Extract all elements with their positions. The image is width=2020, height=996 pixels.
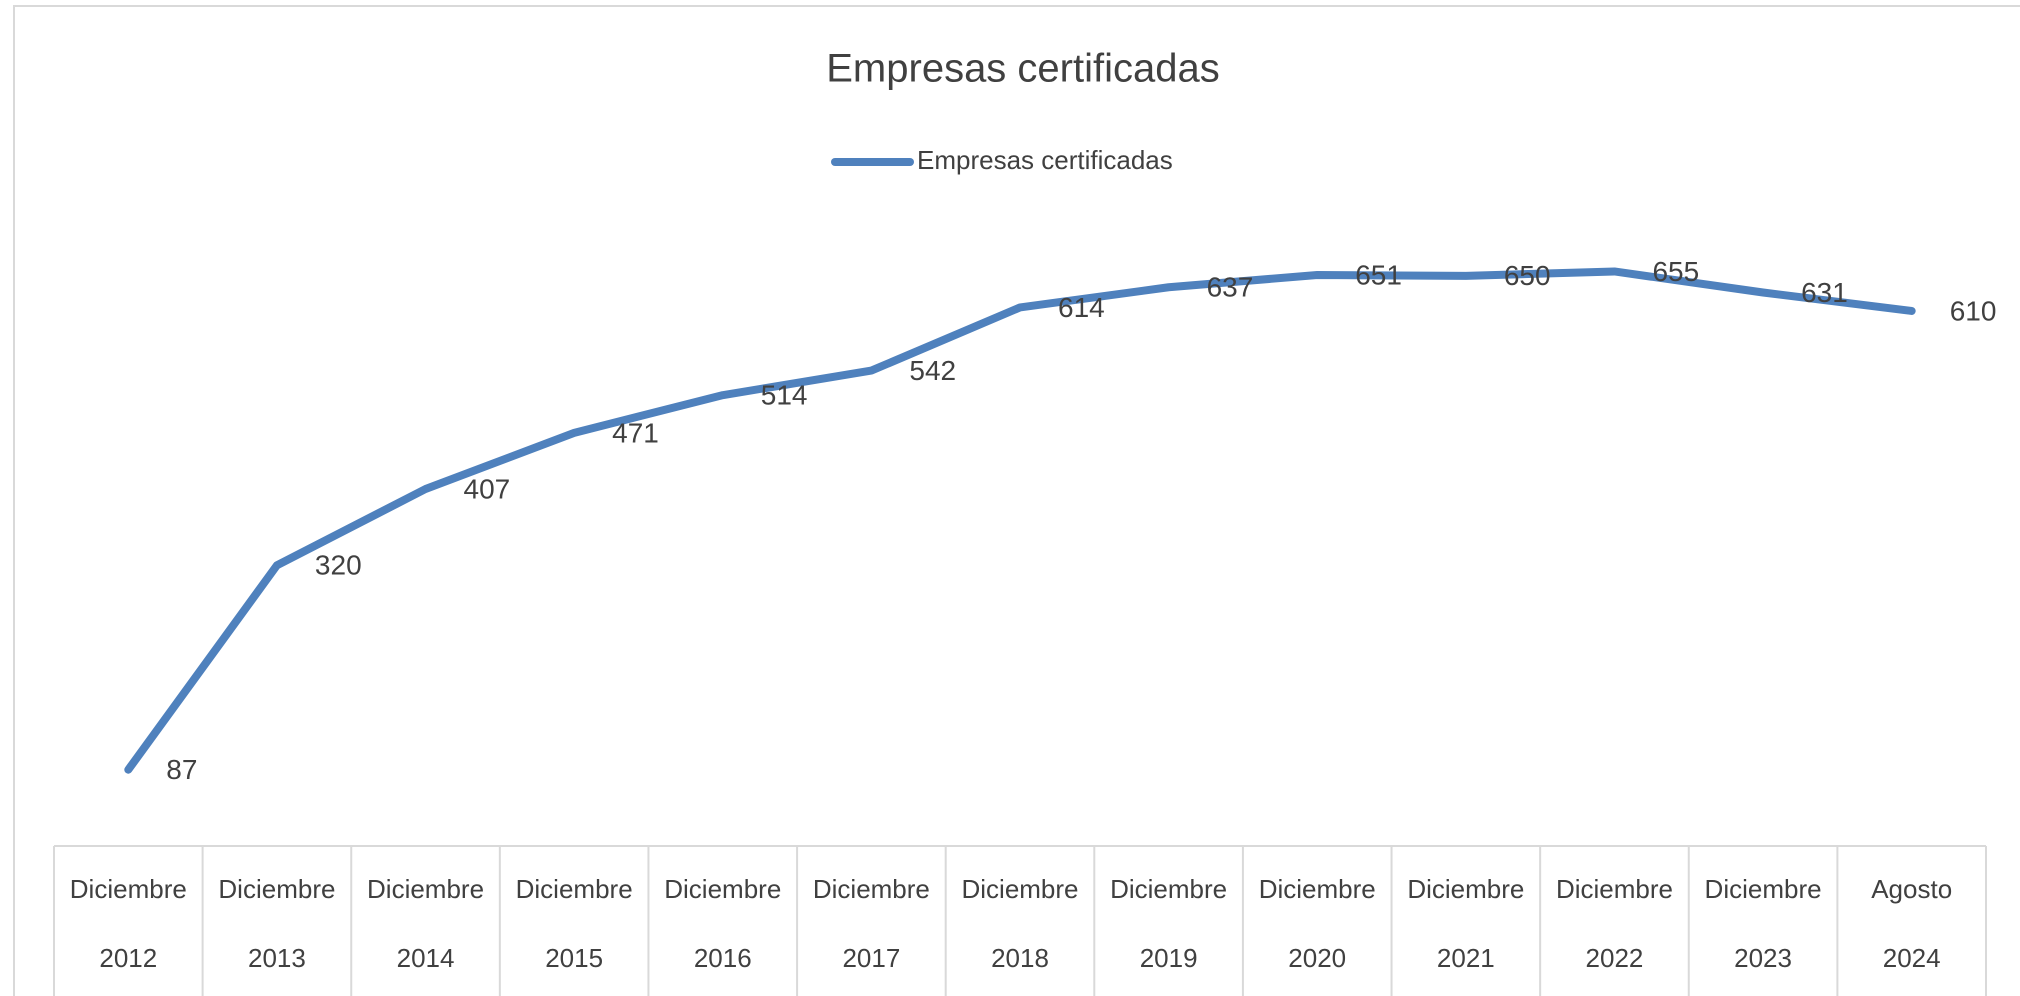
x-tick-label: 2022 xyxy=(1586,943,1644,973)
x-tick-label: 2016 xyxy=(694,943,752,973)
chart-title: Empresas certificadas xyxy=(826,47,1219,91)
x-tick-label: Diciembre xyxy=(1110,874,1227,904)
data-label: 650 xyxy=(1504,260,1551,291)
data-label: 614 xyxy=(1058,292,1105,323)
data-label: 542 xyxy=(909,355,956,386)
data-label: 407 xyxy=(464,473,511,504)
chart-frame xyxy=(13,5,2020,996)
x-tick-label: 2021 xyxy=(1437,943,1495,973)
data-label: 637 xyxy=(1207,272,1254,303)
x-tick-label: Diciembre xyxy=(1407,874,1524,904)
x-tick-label: Diciembre xyxy=(1259,874,1376,904)
x-tick-label: Diciembre xyxy=(961,874,1078,904)
data-label: 610 xyxy=(1950,295,1997,326)
legend-label: Empresas certificadas xyxy=(917,145,1173,175)
data-label: 320 xyxy=(315,550,362,581)
data-label: 651 xyxy=(1355,259,1402,290)
x-tick-label: Diciembre xyxy=(218,874,335,904)
x-tick-label: Diciembre xyxy=(1705,874,1822,904)
series-line xyxy=(124,267,1916,774)
data-label: 471 xyxy=(612,417,659,448)
x-tick-label: Diciembre xyxy=(367,874,484,904)
x-tick-label: 2012 xyxy=(99,943,157,973)
x-tick-label: 2019 xyxy=(1140,943,1198,973)
x-tick-label: 2014 xyxy=(397,943,455,973)
data-label: 87 xyxy=(166,754,197,785)
x-tick-label: Diciembre xyxy=(813,874,930,904)
x-tick-label: 2024 xyxy=(1883,943,1941,973)
x-tick-label: Diciembre xyxy=(664,874,781,904)
x-tick-label: 2023 xyxy=(1734,943,1792,973)
x-tick-label: Diciembre xyxy=(516,874,633,904)
x-tick-label: 2018 xyxy=(991,943,1049,973)
x-tick-label: 2017 xyxy=(842,943,900,973)
x-tick-label: Agosto xyxy=(1871,874,1952,904)
x-tick-label: Diciembre xyxy=(1556,874,1673,904)
data-label: 655 xyxy=(1652,256,1699,287)
x-tick-label: Diciembre xyxy=(70,874,187,904)
data-label: 514 xyxy=(761,380,808,411)
x-tick-label: 2013 xyxy=(248,943,306,973)
x-tick-label: 2020 xyxy=(1288,943,1346,973)
data-label: 631 xyxy=(1801,277,1848,308)
x-tick-label: 2015 xyxy=(545,943,603,973)
